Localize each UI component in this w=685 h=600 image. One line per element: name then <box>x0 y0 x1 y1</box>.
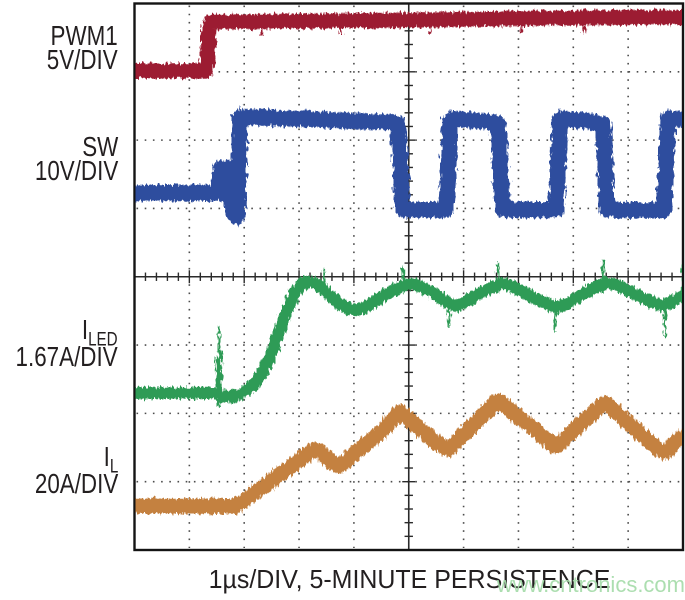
timebase-caption: 1µs/DIV, 5-MINUTE PERSISTENCE <box>208 564 611 594</box>
channel-label-pwm1: PWM1 5V/DIV <box>47 22 118 75</box>
channel-name-subscript: L <box>109 456 118 478</box>
channel-name-text: PWM1 <box>50 20 118 51</box>
watermark-text: www.cntronics.com <box>496 572 685 597</box>
channel-scale: 5V/DIV <box>47 44 118 75</box>
channel-scale: 1.67A/DIV <box>15 341 118 372</box>
channel-scale: 20A/DIV <box>34 468 118 499</box>
channel-name-text: I <box>103 441 110 472</box>
channel-name-text: SW <box>81 131 118 162</box>
channel-name-subscript: LED <box>88 329 118 351</box>
channel-label-sw: SW 10V/DIV <box>34 133 118 186</box>
scope-plot <box>133 2 685 552</box>
channel-label-iled: ILED 1.67A/DIV <box>15 314 118 372</box>
scope-graticule <box>133 2 685 552</box>
channel-label-il: IL 20A/DIV <box>34 441 118 499</box>
channel-name: ILED <box>16 314 118 350</box>
channel-name-text: I <box>82 314 89 345</box>
channel-name: SW <box>35 133 118 161</box>
channel-name: PWM1 <box>47 22 118 50</box>
waveform-traces <box>135 9 682 514</box>
channel-name: IL <box>35 441 118 477</box>
channel-scale: 10V/DIV <box>34 155 118 186</box>
